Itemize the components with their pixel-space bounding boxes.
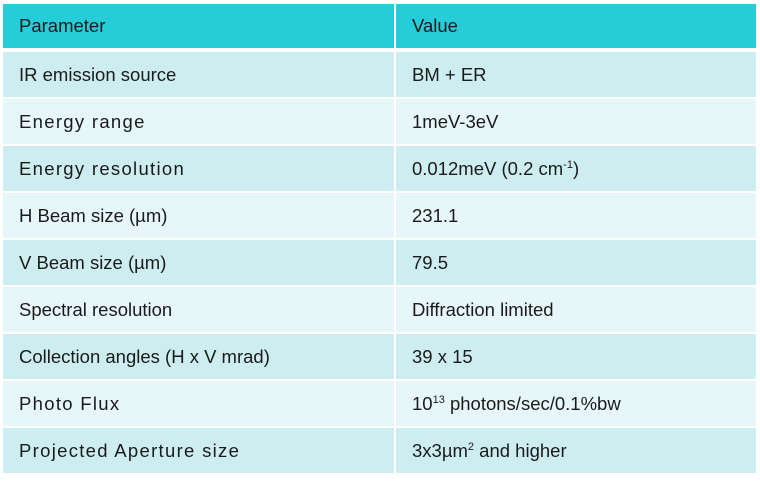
value-cell: 79.5: [395, 239, 756, 287]
parameter-cell: Spectral resolution: [3, 286, 396, 334]
parameter-cell: Photo Flux: [3, 380, 396, 428]
parameter-cell: Collection angles (H x V mrad): [3, 333, 396, 381]
value-cell: 3x3µm2 and higher: [395, 427, 756, 475]
table-row: Spectral resolution Diffraction limited: [3, 286, 756, 334]
parameter-cell: Energy resolution: [3, 145, 396, 193]
value-cell: 0.012meV (0.2 cm-1): [395, 145, 756, 193]
value-text: 3x3µm: [412, 439, 468, 461]
value-tail: and higher: [474, 439, 567, 461]
table-row: Photo Flux 1013 photons/sec/0.1%bw: [3, 380, 756, 428]
table-header-row: Parameter Value: [3, 4, 756, 52]
table-row: V Beam size (µm) 79.5: [3, 239, 756, 287]
parameter-cell: Projected Aperture size: [3, 427, 396, 475]
value-superscript: 2: [467, 440, 475, 453]
value-cell: 1meV-3eV: [395, 98, 756, 146]
parameter-table: Parameter Value IR emission source BM + …: [3, 4, 756, 475]
value-cell: Diffraction limited: [395, 286, 756, 334]
value-cell: 1013 photons/sec/0.1%bw: [395, 380, 756, 428]
table-row: Projected Aperture size 3x3µm2 and highe…: [3, 427, 756, 475]
table-row: H Beam size (µm) 231.1: [3, 192, 756, 240]
header-value: Value: [395, 4, 756, 52]
parameter-cell: V Beam size (µm): [3, 239, 396, 287]
value-text: 0.012meV (0.2 cm: [412, 157, 564, 179]
value-cell: 231.1: [395, 192, 756, 240]
value-tail: ): [572, 157, 580, 179]
parameter-cell: IR emission source: [3, 50, 396, 99]
table-row: Energy resolution 0.012meV (0.2 cm-1): [3, 145, 756, 193]
table-row: Energy range 1meV-3eV: [3, 98, 756, 146]
value-tail: photons/sec/0.1%bw: [444, 392, 621, 414]
table-row: IR emission source BM + ER: [3, 50, 756, 99]
parameter-cell: Energy range: [3, 98, 396, 146]
header-parameter: Parameter: [3, 4, 396, 52]
table-row: Collection angles (H x V mrad) 39 x 15: [3, 333, 756, 381]
value-base: 10: [412, 392, 433, 414]
value-cell: BM + ER: [395, 50, 756, 99]
value-superscript: 13: [432, 393, 445, 406]
value-superscript: -1: [563, 158, 573, 171]
parameter-table-container: Parameter Value IR emission source BM + …: [3, 4, 756, 475]
parameter-cell: H Beam size (µm): [3, 192, 396, 240]
value-cell: 39 x 15: [395, 333, 756, 381]
